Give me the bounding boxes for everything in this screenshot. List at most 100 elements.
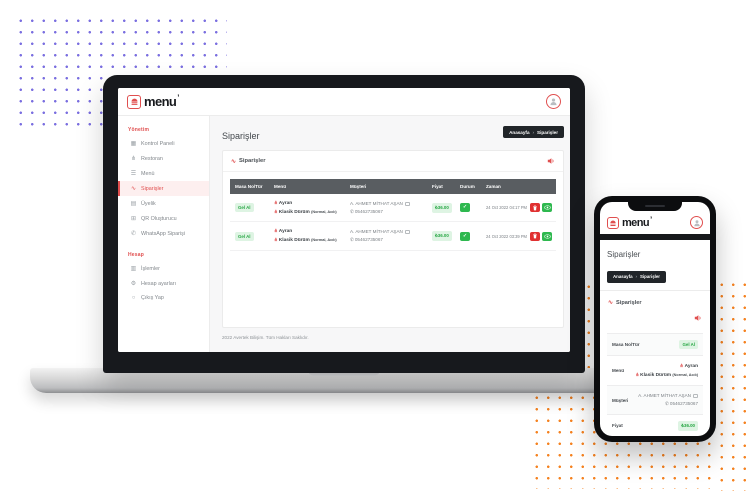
phone-icon: ✆	[665, 401, 669, 407]
row-label: Müşteri	[612, 397, 629, 403]
copyright-text: 2022 Avertek Bilişim. Tüm Hakları Saklıd…	[222, 335, 309, 340]
list-item: Menü ⋔Ayran ⋔Klasik Dürüm (Normal, Acılı…	[607, 355, 703, 385]
sidebar-item-label: Üyelik	[141, 200, 156, 207]
order-type-badge: Gel Al	[235, 203, 254, 213]
sidebar-item-siparisler[interactable]: ∿ Siparişler	[118, 181, 209, 196]
phone-nav-strip	[600, 234, 710, 240]
customer-phone: 05462735067	[669, 401, 698, 407]
laptop-screen-bezel: menu ʼ Yönetim ▦ Kontrol Paneli	[103, 75, 585, 373]
chat-icon[interactable]	[404, 230, 410, 234]
chevron-right-icon: ›	[635, 274, 637, 279]
sidebar-item-restoran[interactable]: ⋔ Restoran	[118, 151, 209, 166]
view-button[interactable]	[542, 231, 552, 241]
user-avatar[interactable]	[546, 94, 561, 109]
orders-card-header: ∿ Siparişler	[607, 291, 703, 329]
col-header-menu: Menü	[274, 184, 286, 189]
order-type-badge: Gel Al	[235, 231, 254, 241]
orange-dot-grid-right	[716, 279, 748, 491]
fork-icon: ⋔	[274, 237, 278, 243]
sidebar-item-uyelik[interactable]: ▤ Üyelik	[118, 196, 209, 211]
menu-list-icon: ☰	[130, 171, 137, 177]
menu-item-note: (Normal, Acılı)	[672, 372, 698, 377]
customer-phone: 05462735067	[354, 208, 383, 214]
sidebar-section-yonetim: Yönetim	[128, 127, 150, 133]
col-header-musteri: Müşteri	[350, 184, 367, 189]
breadcrumb[interactable]: Anasayfa › Siparişler	[607, 270, 667, 283]
chat-icon[interactable]	[404, 201, 410, 206]
brand-accent: ʼ	[649, 214, 653, 224]
dashboard-icon: ▦	[130, 141, 137, 147]
pulse-icon: ∿	[608, 300, 614, 306]
customer-phone: 05462735067	[354, 237, 383, 243]
menu-item-name: Klasik Dürüm	[278, 238, 310, 244]
sidebar-item-whatsapp-siparisi[interactable]: ✆ WhatsApp Siparişi	[118, 226, 209, 241]
view-button[interactable]	[542, 203, 552, 213]
sound-icon[interactable]	[547, 157, 555, 165]
brand-text: menu	[622, 217, 650, 229]
sidebar-item-qr-olusturucu[interactable]: ⊞ QR Oluşturucu	[118, 211, 209, 226]
check-icon: ✓	[462, 232, 468, 239]
order-type-badge: Gel Al	[679, 340, 698, 349]
table-header-row: Masa No/Tür Menü Müşteri Fiyat Durum Zam…	[230, 179, 556, 194]
phone-notch	[628, 202, 682, 211]
whatsapp-icon: ✆	[130, 231, 137, 237]
breadcrumb-current: Siparişler	[640, 274, 661, 279]
chat-icon[interactable]	[693, 394, 698, 399]
laptop-display: menu ʼ Yönetim ▦ Kontrol Paneli	[118, 88, 570, 352]
order-time: 24 Oct 2022 04:17 PM	[486, 205, 527, 211]
breadcrumb-home[interactable]: Anasayfa	[613, 274, 633, 279]
table-row: Gel Al ⋔Ayran ⋔Klasik Dürüm (Normal, Acı…	[230, 222, 556, 251]
menu-item-name: Ayran	[278, 229, 293, 235]
phone-mockup: menu ʼ Siparişler Anasayfa › Siparişler	[594, 196, 716, 442]
logout-icon: ○	[131, 295, 136, 301]
price-badge: ₺36.00	[432, 231, 452, 242]
sidebar: Yönetim ▦ Kontrol Paneli ⋔ Restoran ☰ Me…	[118, 116, 210, 352]
row-label: Menü	[612, 368, 624, 374]
sidebar-item-cikis-yap[interactable]: ○ Çıkış Yap	[118, 291, 209, 305]
menu-item-name: Klasik Dürüm	[278, 209, 310, 215]
table-row: Gel Al ⋔Ayran ⋔Klasik Dürüm (Normal, Acı…	[230, 194, 556, 223]
page-title: Siparişler	[222, 131, 260, 141]
fork-icon: ⋔	[274, 208, 278, 214]
customer-name: A. AHMET MİTHAT AŞAN	[350, 200, 403, 206]
customer-name: A. AHMET MİTHAT AŞAN	[638, 393, 691, 399]
sidebar-item-islemler[interactable]: ▥ İşlemler	[118, 261, 209, 276]
burger-icon	[127, 94, 141, 109]
order-time: 24 Oct 2022 03:39 PM	[486, 233, 527, 239]
sidebar-item-label: Hesap ayarları	[141, 280, 177, 287]
membership-icon: ▤	[130, 201, 137, 207]
laptop-mockup: menu ʼ Yönetim ▦ Kontrol Paneli	[30, 75, 658, 395]
user-avatar[interactable]	[690, 216, 703, 229]
sidebar-section-hesap: Hesap	[128, 252, 145, 258]
brand-accent: ʼ	[177, 93, 180, 102]
qr-code-icon: ⊞	[130, 216, 137, 222]
main-content: Siparişler Anasayfa › Siparişler ∿	[210, 116, 570, 352]
sidebar-item-hesap-ayarlari[interactable]: ⚙ Hesap ayarları	[118, 276, 209, 291]
sidebar-item-kontrol-paneli[interactable]: ▦ Kontrol Paneli	[118, 136, 209, 151]
phone-icon: ✆	[350, 208, 354, 214]
sidebar-item-menu[interactable]: ☰ Menü	[118, 166, 209, 181]
breadcrumb-home[interactable]: Anasayfa	[509, 129, 530, 135]
sound-icon[interactable]	[694, 314, 702, 322]
sidebar-item-label: Restoran	[141, 155, 163, 162]
status-confirm-button[interactable]: ✓	[460, 203, 470, 213]
orders-pulse-icon: ∿	[130, 186, 137, 192]
sidebar-item-label: Siparişler	[141, 185, 164, 192]
col-header-fiyat: Fiyat	[432, 184, 443, 189]
brand-logo[interactable]: menu ʼ	[127, 93, 180, 109]
burger-icon	[607, 217, 619, 229]
sidebar-item-label: Çıkış Yap	[141, 295, 164, 301]
fork-icon: ⋔	[679, 363, 684, 368]
delete-button[interactable]	[530, 231, 540, 241]
fork-icon: ⋔	[274, 228, 278, 234]
col-header-durum: Durum	[460, 184, 475, 189]
app-body: Yönetim ▦ Kontrol Paneli ⋔ Restoran ☰ Me…	[118, 116, 570, 352]
brand-logo[interactable]: menu ʼ	[607, 214, 653, 229]
breadcrumb[interactable]: Anasayfa › Siparişler	[503, 126, 564, 138]
card-title: ∿ Siparişler	[608, 299, 642, 307]
restaurant-icon: ⋔	[130, 156, 137, 162]
sidebar-item-label: Kontrol Paneli	[141, 140, 175, 147]
delete-button[interactable]	[530, 203, 540, 213]
phone-display: menu ʼ Siparişler Anasayfa › Siparişler	[600, 202, 710, 436]
status-confirm-button[interactable]: ✓	[460, 231, 470, 241]
